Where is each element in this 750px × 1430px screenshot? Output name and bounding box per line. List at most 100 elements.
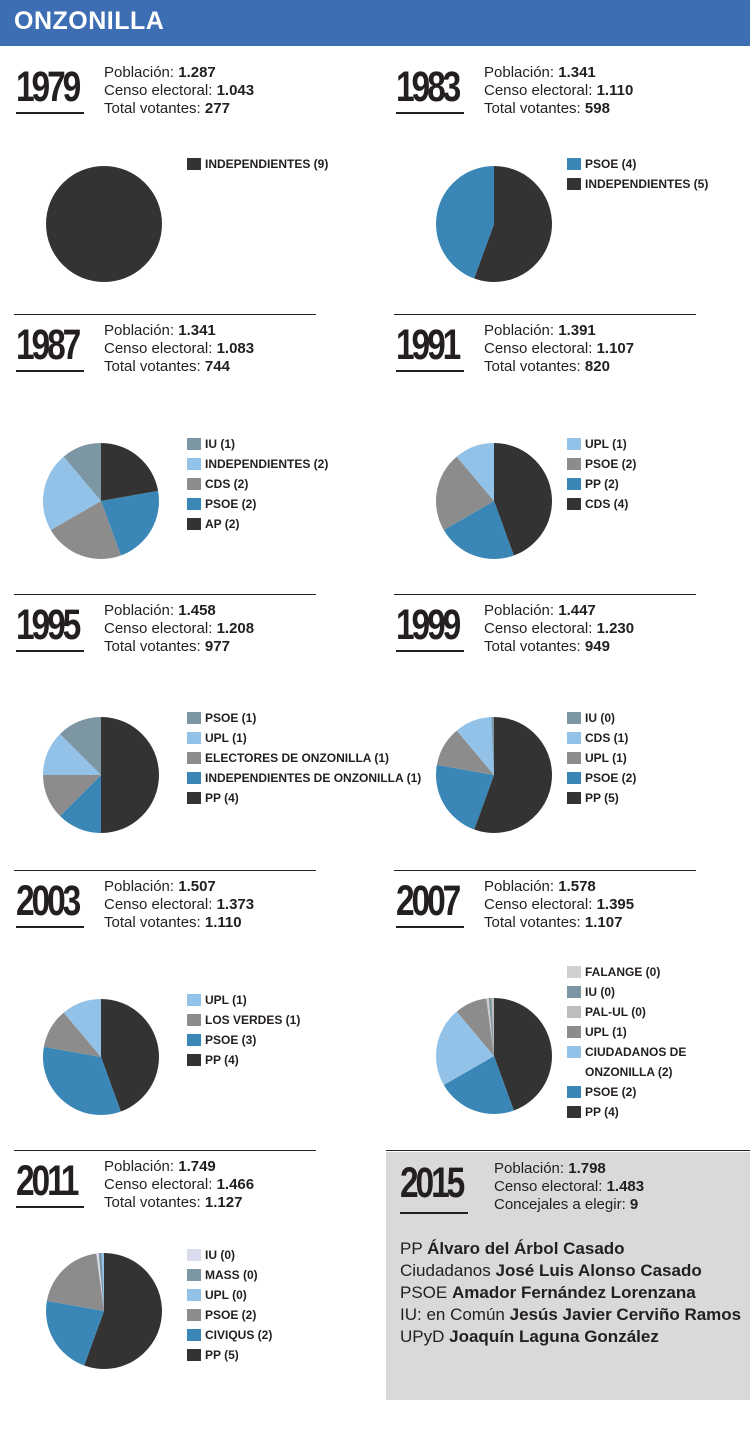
stat-label: Población: bbox=[104, 878, 175, 895]
pie-slice bbox=[491, 998, 494, 1056]
year-underline bbox=[16, 650, 84, 652]
legend-swatch bbox=[567, 772, 581, 784]
candidate-party: Ciudadanos bbox=[400, 1261, 491, 1280]
legend: PSOE (4) INDEPENDIENTES (5) bbox=[567, 154, 708, 194]
year-underline bbox=[396, 650, 464, 652]
stat-value: 1.230 bbox=[596, 620, 635, 637]
legend-item: ELECTORES DE ONZONILLA (1) bbox=[187, 748, 421, 768]
legend-label: CDS (4) bbox=[585, 497, 629, 511]
legend-item: LOS VERDES (1) bbox=[187, 1010, 300, 1030]
divider bbox=[14, 314, 316, 315]
stat-censo: Censo electoral: 1.483 bbox=[494, 1178, 644, 1196]
stat-poblacion: Población: 1.749 bbox=[104, 1158, 254, 1176]
stat-value: 1.110 bbox=[204, 914, 242, 931]
legend-item: UPL (1) bbox=[567, 1022, 725, 1042]
stat-poblacion: Población: 1.341 bbox=[104, 322, 254, 340]
legend-swatch bbox=[567, 986, 581, 998]
legend-label: PSOE (3) bbox=[205, 1033, 257, 1047]
legend-label: PSOE (2) bbox=[585, 1085, 637, 1099]
legend-swatch bbox=[567, 478, 581, 490]
legend-label: PSOE (2) bbox=[205, 1308, 257, 1322]
stat-value: 1.458 bbox=[178, 602, 216, 619]
legend-label: PP (4) bbox=[585, 1105, 619, 1119]
pie-slice bbox=[488, 998, 494, 1056]
pie-slice bbox=[98, 1253, 104, 1311]
panel-2: 1987 Población: 1.341 Censo electoral: 1.0… bbox=[0, 314, 375, 594]
pie-slice bbox=[46, 1253, 104, 1311]
pie-slice bbox=[435, 764, 494, 830]
stat-value: 1.578 bbox=[558, 878, 596, 895]
stat-value: 1.043 bbox=[216, 82, 255, 99]
year-underline bbox=[16, 1206, 84, 1208]
legend-label: PSOE (2) bbox=[585, 457, 637, 471]
page-title: ONZONILLA bbox=[14, 7, 165, 35]
candidate-party: UPyD bbox=[400, 1327, 445, 1346]
year-underline bbox=[16, 370, 84, 372]
legend-swatch bbox=[187, 1269, 201, 1281]
legend-swatch bbox=[187, 994, 201, 1006]
legend-item: PSOE (2) bbox=[187, 1305, 272, 1325]
legend-label: CIVIQUS (2) bbox=[205, 1328, 273, 1342]
legend-label: PP (4) bbox=[205, 791, 239, 805]
stat-value: 744 bbox=[204, 358, 230, 375]
stat-value: 1.395 bbox=[596, 896, 635, 913]
legend-item: AP (2) bbox=[187, 514, 328, 534]
pie-chart bbox=[43, 443, 160, 559]
pie-slice bbox=[443, 1056, 514, 1114]
pie-slice bbox=[45, 1300, 104, 1366]
legend-swatch bbox=[567, 1006, 581, 1018]
panel-2015: 2015 Población: 1.798 Censo electoral: 1… bbox=[386, 1150, 750, 1400]
stat-value: 1.341 bbox=[178, 322, 216, 339]
legend-label: PSOE (2) bbox=[585, 771, 637, 785]
stat-value: 1.107 bbox=[596, 340, 635, 357]
pie-slice bbox=[436, 456, 494, 530]
legend: IU (0) MASS (0) UPL (0) PSOE (2) CIVIQUS (2)… bbox=[187, 1245, 272, 1365]
stat-censo: Censo electoral: 1.373 bbox=[104, 896, 254, 914]
stat-value: 1.447 bbox=[558, 602, 596, 619]
stat-poblacion: Población: 1.507 bbox=[104, 878, 254, 896]
legend-label: PAL-UL (0) bbox=[585, 1005, 646, 1019]
stat-label: Total votantes: bbox=[104, 100, 201, 117]
stat-label: Censo electoral: bbox=[104, 1176, 213, 1193]
stat-value: 949 bbox=[584, 638, 610, 655]
legend-item: IU (0) bbox=[567, 982, 725, 1002]
legend-item: PSOE (2) bbox=[567, 768, 636, 788]
stat-votantes: Total votantes: 820 bbox=[484, 358, 634, 376]
year-underline bbox=[396, 926, 464, 928]
pie-slice bbox=[50, 501, 121, 559]
stat-label: Censo electoral: bbox=[484, 82, 593, 99]
stat-value: 1.287 bbox=[178, 64, 216, 81]
legend-item: PSOE (2) bbox=[567, 454, 636, 474]
legend-swatch bbox=[567, 1046, 581, 1058]
pie-slice bbox=[101, 443, 159, 501]
stat-label: Población: bbox=[104, 602, 175, 619]
legend-swatch bbox=[187, 1309, 201, 1321]
legend-item: MASS (0) bbox=[187, 1265, 272, 1285]
pie-slice bbox=[96, 1253, 104, 1311]
pie-slice bbox=[456, 717, 494, 775]
stat-label: Población: bbox=[484, 322, 555, 339]
legend-swatch bbox=[567, 792, 581, 804]
stat-label: Censo electoral: bbox=[494, 1178, 603, 1195]
legend-swatch bbox=[187, 1034, 201, 1046]
legend-swatch bbox=[187, 458, 201, 470]
stats-block: Población: 1.798 Censo electoral: 1.483 … bbox=[494, 1160, 644, 1214]
legend-item: INDEPENDIENTES (5) bbox=[567, 174, 708, 194]
stat-censo: Censo electoral: 1.083 bbox=[104, 340, 254, 358]
legend-label: ELECTORES DE ONZONILLA (1) bbox=[205, 751, 390, 765]
pie-slice bbox=[43, 733, 101, 775]
legend-label: UPL (1) bbox=[205, 993, 247, 1007]
pie-slice bbox=[59, 717, 101, 775]
candidate-row: PP Álvaro del Árbol Casado bbox=[400, 1238, 741, 1260]
pie-slice bbox=[456, 998, 494, 1056]
pie-slice bbox=[84, 1253, 163, 1369]
stat-value: 1.749 bbox=[178, 1158, 216, 1175]
candidate-row: IU: en Común Jesús Javier Cerviño Ramos bbox=[400, 1304, 741, 1326]
legend-swatch bbox=[187, 1249, 201, 1261]
legend-swatch bbox=[567, 1106, 581, 1118]
panel-6: 2003 Población: 1.507 Censo electoral: 1.3… bbox=[0, 870, 375, 1150]
stat-votantes: Total votantes: 977 bbox=[104, 638, 254, 656]
legend-swatch bbox=[567, 712, 581, 724]
legend-item: FALANGE (0) bbox=[567, 962, 725, 982]
pie-slice bbox=[436, 730, 494, 775]
